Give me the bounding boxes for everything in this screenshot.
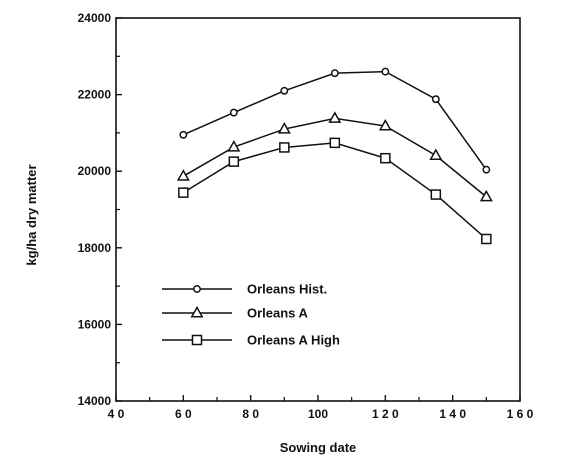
square-marker	[279, 142, 290, 153]
x-tick-label: 1 4 0	[439, 407, 466, 421]
square-marker	[430, 189, 442, 200]
y-tick-label: 24000	[78, 11, 112, 25]
legend-label: Orleans Hist.	[247, 282, 327, 297]
triangle-marker	[328, 111, 342, 123]
legend-label: Orleans A High	[247, 333, 340, 348]
square-marker	[191, 334, 203, 346]
y-tick-label: 18000	[78, 241, 112, 255]
legend: Orleans Hist. Orleans A Orleans A High	[162, 282, 340, 348]
y-tick-label: 22000	[78, 88, 112, 102]
x-axis-title: Sowing date	[280, 440, 357, 455]
triangle-marker	[429, 148, 443, 161]
x-tick-label: 8 0	[242, 407, 259, 421]
legend-label: Orleans A	[247, 306, 309, 321]
series-triangle	[176, 111, 493, 202]
circle-marker	[482, 165, 491, 174]
x-tick-label: 100	[308, 407, 328, 421]
circle-marker	[179, 130, 188, 139]
triangle-marker	[378, 118, 392, 131]
triangle-marker	[479, 189, 493, 202]
y-axis-title: kg/ha dry matter	[24, 164, 39, 265]
series-square	[178, 137, 492, 245]
square-marker	[380, 152, 391, 164]
triangle-marker	[190, 305, 204, 318]
triangle-marker	[176, 169, 190, 181]
legend-entry: Orleans A	[162, 306, 309, 321]
x-tick-label: 1 2 0	[372, 407, 399, 421]
x-tick-label: 6 0	[175, 407, 192, 421]
legend-entry: Orleans Hist.	[162, 282, 327, 297]
square-marker	[228, 156, 240, 167]
triangle-marker	[277, 122, 291, 134]
triangle-marker	[227, 140, 241, 152]
square-marker	[481, 233, 492, 245]
circle-marker	[330, 69, 339, 78]
circle-marker	[280, 86, 289, 95]
square-marker	[329, 137, 341, 149]
x-tick-label: 4 0	[108, 407, 125, 421]
y-axis-ticks: 14000 16000 18000 20000 22000 24000	[78, 11, 122, 408]
series-layer	[176, 67, 493, 245]
circle-marker	[229, 108, 238, 117]
legend-entry: Orleans A High	[162, 333, 340, 348]
x-tick-label: 1 6 0	[507, 407, 534, 421]
y-tick-label: 20000	[78, 164, 112, 178]
x-axis-ticks: 4 0 6 0 8 0 100 1 2 0 1 4 0 1 6 0	[108, 395, 534, 421]
y-tick-label: 14000	[78, 394, 112, 408]
series-circle	[179, 67, 491, 174]
square-marker	[178, 187, 189, 198]
circle-marker	[431, 95, 440, 104]
circle-marker	[381, 67, 390, 76]
y-tick-label: 16000	[78, 317, 112, 331]
circle-marker	[193, 285, 201, 293]
